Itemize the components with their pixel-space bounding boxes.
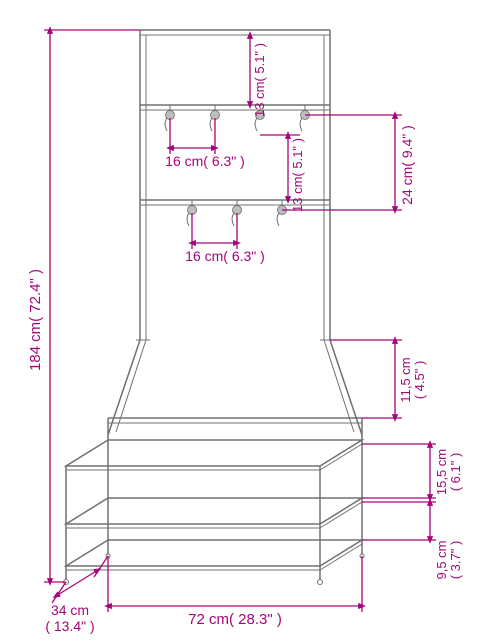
dim-13-top: 13 cm( 5.1" ) <box>250 35 267 117</box>
svg-text:184 cm( 72.4" ): 184 cm( 72.4" ) <box>27 269 44 371</box>
svg-text:13 cm( 5.1" ): 13 cm( 5.1" ) <box>290 138 305 212</box>
shelf-top <box>66 440 362 470</box>
dimension-diagram: 184 cm( 72.4" ) 13 cm( 5.1" ) 13 cm( 5.1… <box>0 0 500 641</box>
diagram-svg: 184 cm( 72.4" ) 13 cm( 5.1" ) 13 cm( 5.1… <box>0 0 500 641</box>
svg-text:13 cm( 5.1" ): 13 cm( 5.1" ) <box>252 43 267 117</box>
dim-16-bot: 16 cm( 6.3" ) <box>185 213 265 264</box>
dim-height-cm: 184 cm <box>27 322 44 371</box>
dim-16-top: 16 cm( 6.3" ) <box>165 118 245 169</box>
v2: ( 5.1" ) <box>252 43 267 82</box>
svg-text:( 6.1" ): ( 6.1" ) <box>448 453 463 492</box>
shelf-bot <box>66 540 362 570</box>
v: 13 cm <box>252 82 267 117</box>
svg-text:9,5 cm: 9,5 cm <box>434 540 449 579</box>
dim-height-in: ( 72.4" ) <box>27 269 44 322</box>
svg-text:15,5 cm: 15,5 cm <box>434 449 449 495</box>
svg-text:( 4.5" ): ( 4.5" ) <box>412 361 427 400</box>
dim-height-total: 184 cm( 72.4" ) <box>27 30 140 582</box>
hook-row-1 <box>165 105 309 131</box>
dim-11-5: 11,5 cm ( 4.5" ) <box>330 340 427 418</box>
svg-text:16 cm( 6.3" ): 16 cm( 6.3" ) <box>185 248 265 264</box>
svg-text:34 cm: 34 cm <box>51 602 89 618</box>
product-outline <box>64 30 365 585</box>
svg-text:72 cm( 28.3" ): 72 cm( 28.3" ) <box>188 611 282 628</box>
svg-text:( 13.4" ): ( 13.4" ) <box>45 618 94 634</box>
shelf-mid <box>66 498 362 528</box>
svg-text:16 cm( 6.3" ): 16 cm( 6.3" ) <box>165 153 245 169</box>
svg-text:11,5 cm: 11,5 cm <box>398 357 413 402</box>
svg-text:( 3.7" ): ( 3.7" ) <box>448 541 463 580</box>
dim-15-5: 15,5 cm ( 6.1" ) <box>362 444 463 498</box>
dim-depth: 34 cm ( 13.4" ) <box>45 556 108 634</box>
dim-9-5: 9,5 cm ( 3.7" ) <box>362 502 463 580</box>
svg-text:24 cm( 9.4" ): 24 cm( 9.4" ) <box>399 125 415 205</box>
dim-width: 72 cm( 28.3" ) <box>108 556 362 628</box>
